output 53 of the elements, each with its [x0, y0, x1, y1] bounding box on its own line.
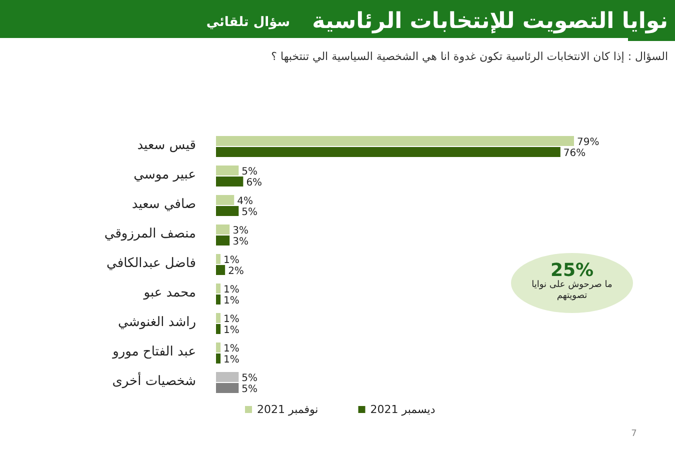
y-tick-label: شخصيات أخرى — [112, 372, 196, 389]
data-label: 5% — [242, 166, 258, 178]
bar — [216, 195, 234, 205]
chart-subtitle: السؤال : إذا كان الانتخابات الرئاسية تكون غدوة انا هي الشخصية السياسية الي تنتخبها ؟ — [271, 50, 668, 63]
chart-title: نوايا التصويت للإنتخابات الرئاسية — [312, 9, 668, 34]
data-label: 1% — [224, 354, 240, 366]
data-label: 3% — [232, 226, 248, 236]
data-label: 5% — [242, 207, 258, 218]
annotation: ما صرحوش على نوايا تصويتهم — [530, 280, 614, 302]
data-label: 1% — [224, 284, 240, 296]
y-tick-label: محمد عبو — [142, 286, 196, 300]
bar — [216, 354, 221, 364]
bar — [216, 166, 239, 176]
data-label: 1% — [224, 314, 240, 325]
y-tick-label: عبد الفتاح مورو — [112, 344, 196, 360]
bar — [216, 324, 221, 334]
y-tick-label: صافي سعيد — [132, 197, 196, 212]
data-label: 3% — [232, 236, 248, 248]
bar — [216, 284, 221, 294]
text: سؤال تلقائي — [206, 15, 290, 30]
y-tick-label: فاضل عبدالكافي — [106, 256, 196, 271]
bar — [216, 265, 226, 275]
data-label: 2% — [228, 266, 244, 277]
y-tick-label: منصف المرزوقي — [104, 226, 196, 242]
bar — [216, 254, 221, 264]
data-label: 6% — [246, 178, 262, 188]
bar — [216, 236, 230, 246]
y-tick-label: راشد الغنوشي — [118, 315, 196, 330]
bar — [216, 372, 239, 382]
bar — [216, 294, 221, 304]
legend-label: نوفمبر 2021 — [257, 403, 318, 416]
data-label: 1% — [224, 255, 240, 266]
bar — [216, 342, 221, 352]
text: 7 — [631, 429, 637, 439]
y-tick-label: عبير موسي — [134, 168, 196, 182]
data-label: 76% — [563, 148, 586, 159]
data-label: 5% — [242, 384, 258, 395]
data-label: 1% — [224, 344, 240, 354]
data-label: 1% — [224, 325, 240, 336]
data-label: 4% — [237, 196, 253, 207]
bar — [216, 147, 560, 157]
annotation: 25% — [550, 260, 594, 281]
data-label: 1% — [224, 296, 240, 306]
bar — [216, 224, 230, 234]
data-label: 5% — [242, 373, 258, 384]
legend-label: ديسمبر 2021 — [370, 403, 436, 416]
y-tick-label: قيس سعيد — [137, 138, 196, 153]
bar — [216, 176, 244, 186]
bar — [216, 313, 221, 323]
bar — [216, 206, 239, 216]
bar — [216, 383, 239, 393]
bar — [216, 136, 574, 146]
data-label: 79% — [577, 137, 600, 148]
